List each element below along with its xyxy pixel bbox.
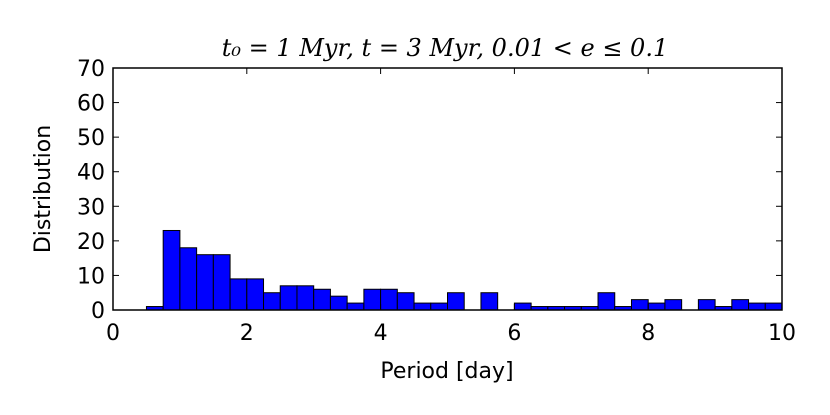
y-axis-label: Distribution — [31, 125, 56, 253]
plot-frame — [112, 67, 783, 311]
histogram-bar — [263, 292, 281, 311]
histogram-bar — [296, 285, 315, 311]
y-tick-label: 70 — [77, 57, 105, 82]
y-tick-label: 40 — [77, 161, 105, 186]
y-tick-label: 0 — [91, 299, 105, 324]
chart-title: t₀ = 1 Myr, t = 3 Myr, 0.01 < e ≤ 0.1 — [222, 34, 668, 62]
x-axis-label: Period [day] — [380, 359, 513, 384]
x-tick-label: 2 — [240, 321, 254, 346]
histogram-bar — [513, 302, 532, 311]
histogram-bar — [329, 295, 348, 311]
histogram-bar — [764, 302, 783, 311]
y-tick-label: 60 — [77, 92, 105, 117]
histogram-bar — [229, 278, 248, 311]
histogram-bar — [246, 278, 265, 311]
histogram-bar — [413, 302, 432, 311]
y-tick-label: 20 — [77, 230, 105, 255]
x-tick-label: 6 — [507, 321, 521, 346]
histogram-bar — [447, 292, 465, 311]
histogram-bar — [196, 254, 214, 311]
x-tick-label: 4 — [374, 321, 388, 346]
histogram-bar — [313, 288, 331, 311]
histogram-bar — [430, 302, 448, 311]
histogram-bar — [664, 299, 683, 311]
histogram-bar — [363, 288, 382, 311]
histogram-bar — [697, 299, 716, 311]
histogram-bar — [731, 299, 750, 311]
histogram-bar — [162, 229, 181, 311]
histogram-bar — [748, 302, 766, 311]
histogram-bar — [212, 254, 231, 311]
x-tick-label: 10 — [768, 321, 796, 346]
ticks-group: 0 2 4 6 8 10 0 10 20 30 40 50 60 70 — [77, 57, 796, 346]
histogram-bar — [647, 302, 666, 311]
y-tick-label: 30 — [77, 195, 105, 220]
histogram-bar — [597, 292, 616, 311]
histogram-bar — [396, 292, 415, 311]
histogram-bar — [279, 285, 298, 311]
x-tick-label: 0 — [106, 321, 120, 346]
histogram-bar — [179, 247, 198, 311]
histogram-bar — [346, 302, 365, 311]
histogram-bar — [480, 292, 499, 311]
y-tick-label: 50 — [77, 126, 105, 151]
bars-group — [145, 229, 783, 311]
histogram-bar — [630, 299, 649, 311]
x-tick-label: 8 — [641, 321, 655, 346]
histogram-bar — [380, 288, 398, 311]
y-tick-label: 10 — [77, 264, 105, 289]
